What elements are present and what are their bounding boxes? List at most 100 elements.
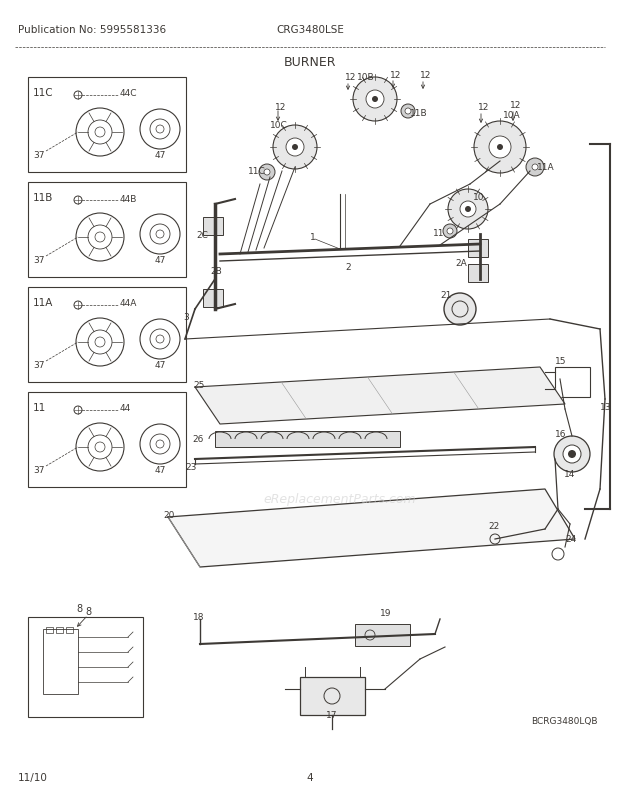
Text: 47: 47 — [155, 152, 166, 160]
Circle shape — [460, 202, 476, 217]
Text: 47: 47 — [155, 256, 166, 265]
Text: 11: 11 — [33, 403, 46, 412]
Bar — [46, 627, 53, 634]
Bar — [203, 290, 223, 308]
Circle shape — [405, 109, 411, 115]
Text: 8: 8 — [85, 606, 91, 616]
Circle shape — [273, 126, 317, 170]
Text: 8: 8 — [76, 603, 82, 614]
Circle shape — [465, 207, 471, 213]
Text: 2C: 2C — [196, 230, 208, 239]
Text: 4: 4 — [307, 772, 313, 782]
Circle shape — [264, 170, 270, 176]
Bar — [555, 367, 590, 398]
Circle shape — [401, 105, 415, 119]
Bar — [300, 677, 365, 715]
Text: 47: 47 — [155, 361, 166, 370]
Text: 12: 12 — [420, 71, 432, 80]
Circle shape — [444, 294, 476, 326]
Polygon shape — [168, 489, 575, 567]
Bar — [28, 392, 186, 488]
Text: 11A: 11A — [537, 164, 555, 172]
Text: 37: 37 — [33, 361, 45, 370]
Text: 1: 1 — [310, 233, 316, 242]
Text: 20: 20 — [163, 511, 174, 520]
Text: 44: 44 — [120, 404, 131, 413]
Text: 11C: 11C — [248, 168, 266, 176]
Text: 10A: 10A — [503, 111, 521, 119]
Text: 12: 12 — [510, 101, 521, 111]
Circle shape — [526, 159, 544, 176]
Text: 44B: 44B — [120, 194, 138, 203]
Text: 22: 22 — [488, 522, 499, 531]
Text: 11: 11 — [433, 229, 445, 237]
Text: 13: 13 — [600, 403, 611, 412]
Text: 44A: 44A — [120, 299, 138, 308]
Text: 12: 12 — [390, 71, 401, 79]
Text: 2B: 2B — [210, 267, 222, 276]
Text: eReplacementParts.com: eReplacementParts.com — [264, 493, 416, 506]
Text: 16: 16 — [555, 430, 567, 439]
Text: 17: 17 — [326, 711, 337, 719]
Text: 44C: 44C — [120, 89, 138, 99]
Circle shape — [497, 145, 503, 151]
Text: 12: 12 — [275, 103, 286, 111]
Bar — [28, 618, 143, 717]
Text: BURNER: BURNER — [284, 55, 336, 68]
Circle shape — [447, 229, 453, 235]
Text: 10C: 10C — [270, 120, 288, 129]
Bar — [43, 630, 78, 695]
Text: 26: 26 — [192, 435, 203, 444]
Text: 23: 23 — [185, 463, 197, 472]
Text: 3: 3 — [183, 313, 188, 322]
Text: 11C: 11C — [33, 88, 53, 98]
Text: 2A: 2A — [455, 259, 467, 268]
Text: 37: 37 — [33, 152, 45, 160]
Circle shape — [286, 139, 304, 157]
Circle shape — [366, 91, 384, 109]
Circle shape — [474, 122, 526, 174]
Text: 12: 12 — [478, 103, 489, 112]
Text: 11/10: 11/10 — [18, 772, 48, 782]
Circle shape — [353, 78, 397, 122]
Circle shape — [372, 97, 378, 103]
Text: 18: 18 — [193, 613, 205, 622]
Text: 11A: 11A — [33, 298, 53, 308]
Circle shape — [292, 145, 298, 151]
Bar — [355, 624, 410, 646]
Bar — [28, 78, 186, 172]
Bar — [215, 431, 400, 448]
Text: 25: 25 — [193, 381, 205, 390]
Text: BCRG3480LQB: BCRG3480LQB — [531, 717, 598, 726]
Bar — [468, 265, 488, 282]
Circle shape — [443, 225, 457, 239]
Text: 2: 2 — [345, 263, 351, 272]
Text: Publication No: 5995581336: Publication No: 5995581336 — [18, 25, 166, 35]
Text: 24: 24 — [565, 535, 576, 544]
Circle shape — [489, 137, 511, 159]
Text: 12: 12 — [345, 74, 356, 83]
Bar — [28, 183, 186, 277]
Text: 19: 19 — [380, 609, 391, 618]
Polygon shape — [195, 367, 565, 424]
Text: 10B: 10B — [357, 74, 374, 83]
Circle shape — [532, 164, 538, 171]
Circle shape — [554, 436, 590, 472]
Bar — [203, 217, 223, 236]
Circle shape — [259, 164, 275, 180]
Text: 11B: 11B — [33, 192, 53, 203]
Text: 21: 21 — [440, 291, 451, 300]
Circle shape — [448, 190, 488, 229]
Text: CRG3480LSE: CRG3480LSE — [276, 25, 344, 35]
Bar — [56, 627, 63, 634]
Bar — [28, 288, 186, 383]
Circle shape — [568, 451, 576, 459]
Bar — [66, 627, 73, 634]
Text: 10: 10 — [473, 193, 484, 202]
Text: 14: 14 — [564, 470, 576, 479]
Circle shape — [563, 445, 581, 464]
Text: 47: 47 — [155, 466, 166, 475]
Bar — [468, 240, 488, 257]
Text: 11B: 11B — [410, 108, 428, 117]
Text: 37: 37 — [33, 256, 45, 265]
